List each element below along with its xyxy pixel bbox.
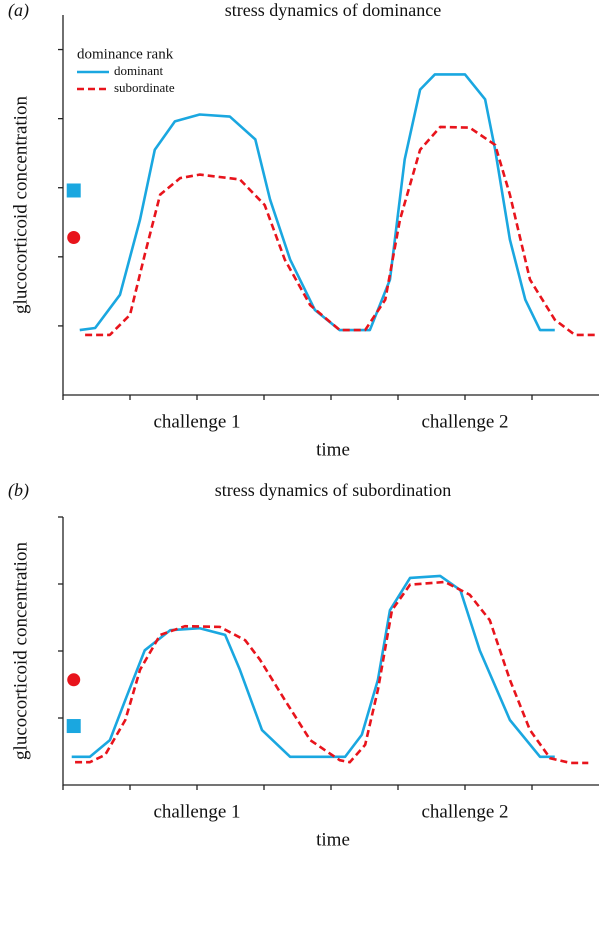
series-line (75, 580, 589, 765)
y-axis-label: glucocorticoid concentration (10, 96, 31, 314)
x-tick-label: challenge 1 (153, 411, 240, 432)
series-line (71, 574, 555, 759)
panel-label: (b) (8, 480, 29, 501)
series-line (85, 125, 595, 337)
x-tick-label: challenge 1 (153, 801, 240, 822)
panel-label: (a) (8, 0, 29, 21)
marker-square (66, 719, 81, 734)
chart-title: stress dynamics of dominance (225, 0, 441, 20)
chart-title: stress dynamics of subordination (215, 480, 451, 500)
marker-circle (67, 230, 81, 244)
marker-circle (67, 673, 81, 687)
legend-title: dominance rank (77, 46, 174, 62)
legend-label: dominant (114, 63, 163, 78)
x-tick-label: challenge 2 (421, 801, 508, 822)
marker-square (66, 183, 81, 198)
series-line (79, 73, 555, 332)
x-axis-label: time (316, 439, 350, 460)
x-axis-label: time (316, 829, 350, 850)
y-axis-label: glucocorticoid concentration (10, 542, 31, 760)
x-tick-label: challenge 2 (421, 411, 508, 432)
legend-label: subordinate (114, 80, 175, 95)
